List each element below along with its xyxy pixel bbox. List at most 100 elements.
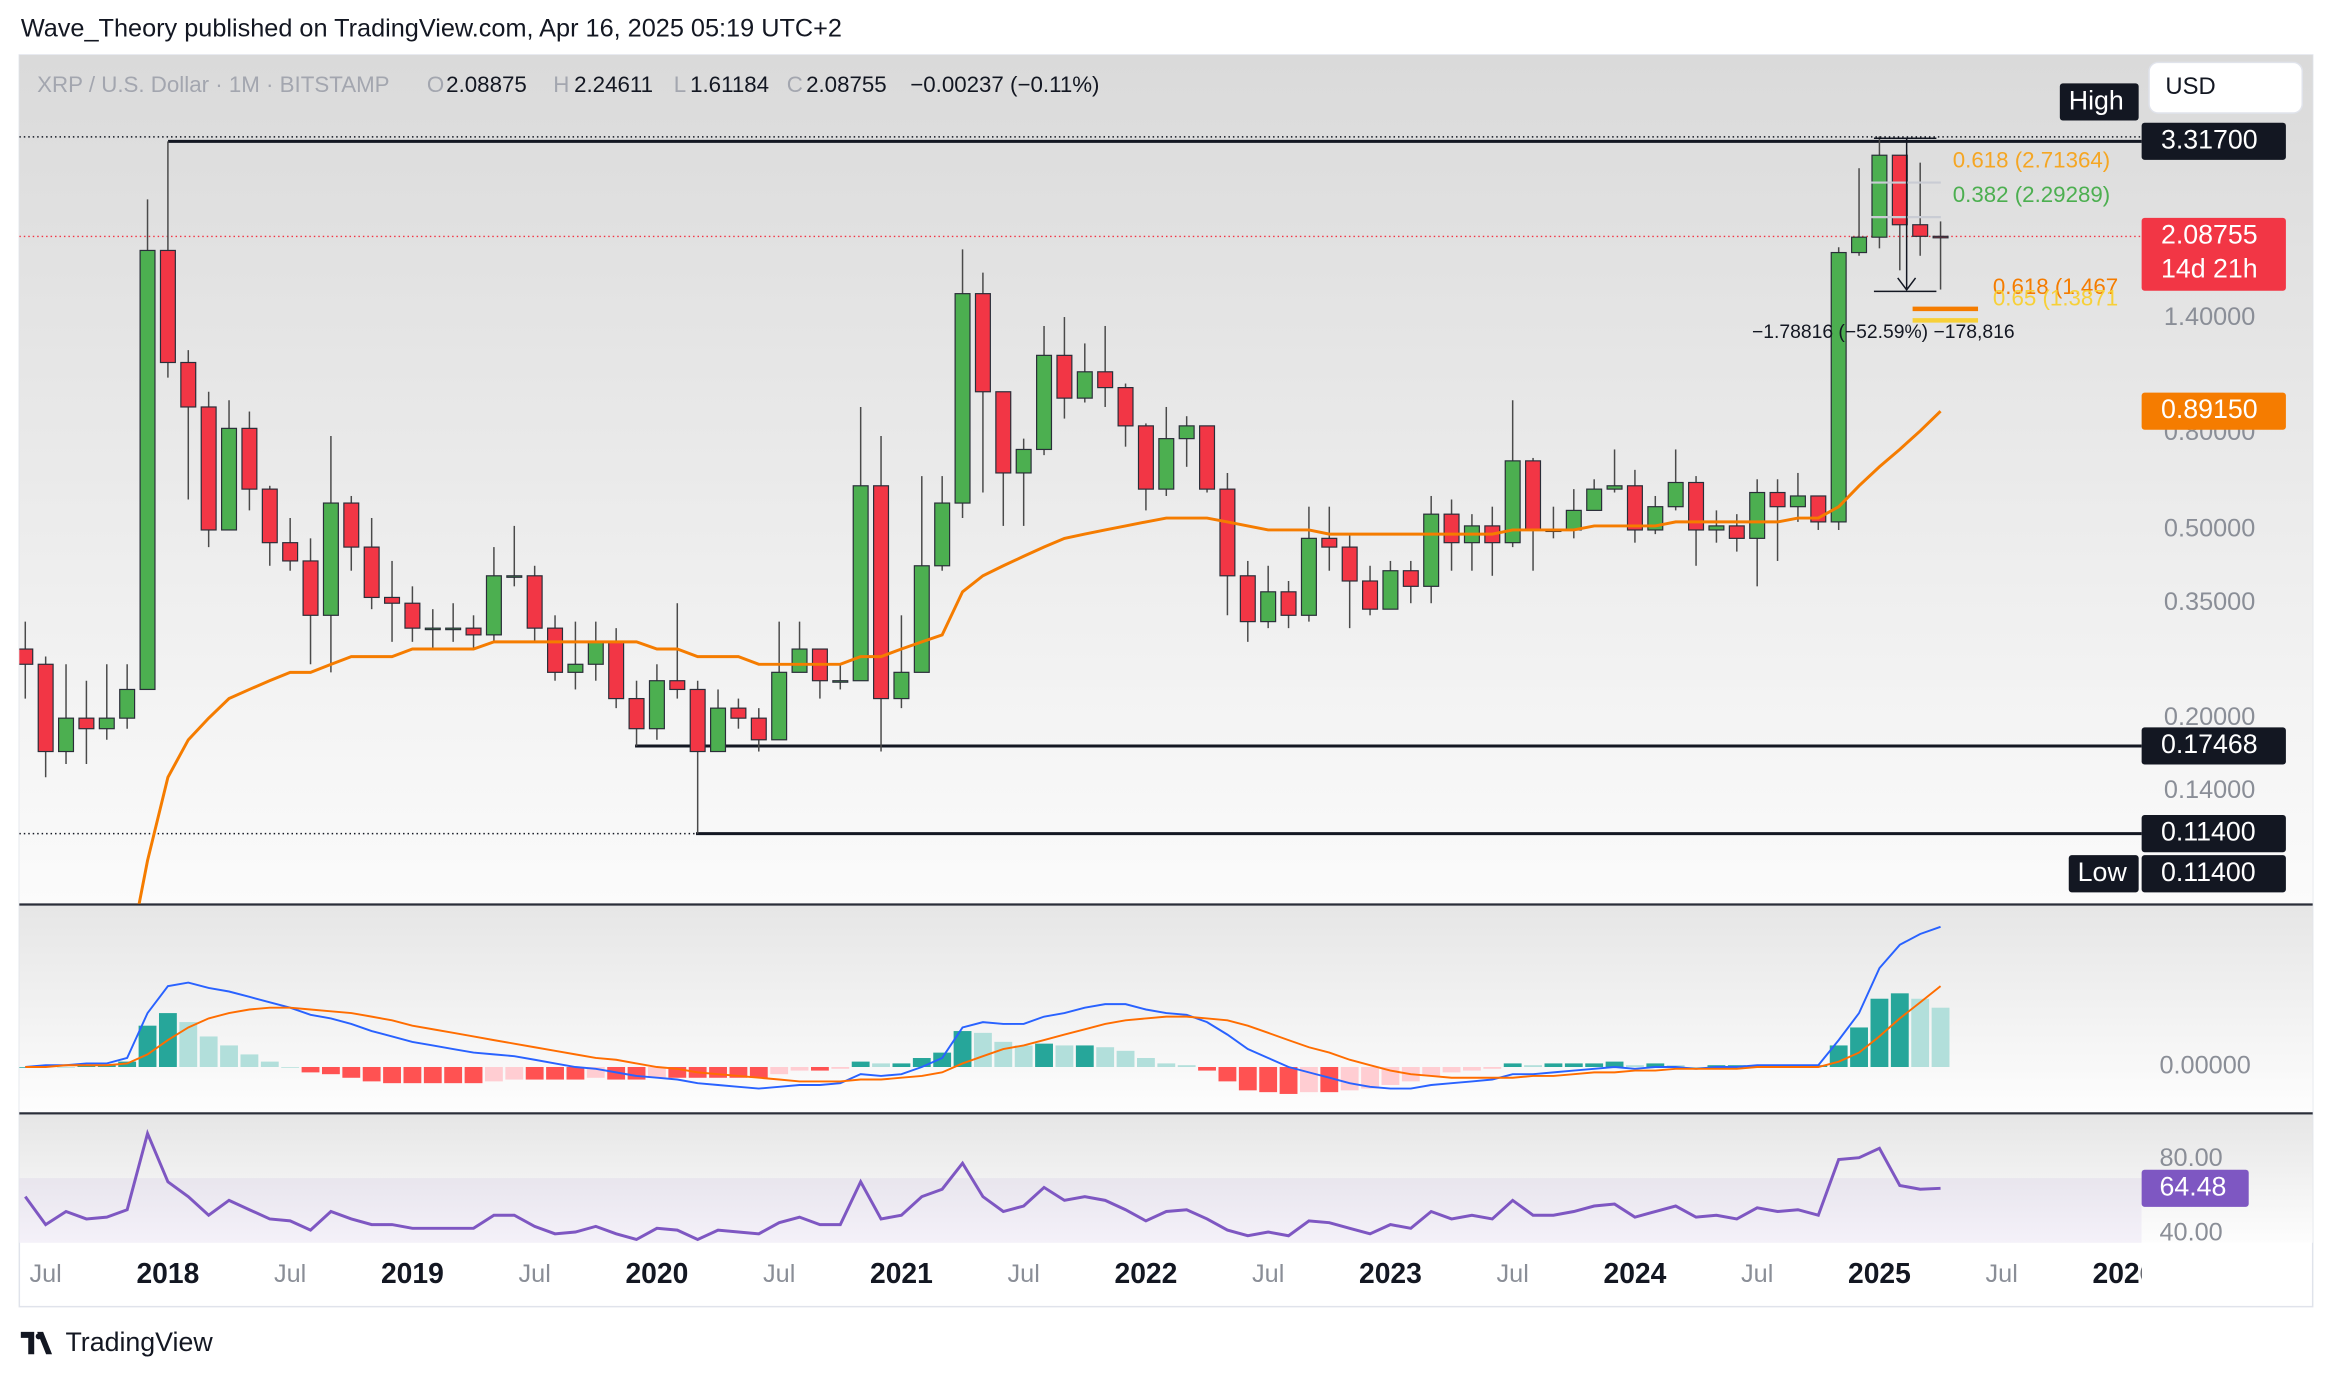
axes: 1.400000.800000.500000.350000.200000.140… [29, 83, 2286, 1289]
candle-body [1402, 570, 1419, 587]
fib-label: 0.382 (2.29289) [1953, 182, 2110, 207]
y-tick-label: 1.40000 [2164, 303, 2255, 331]
candle-body [1586, 488, 1603, 511]
macd-histogram-bar [1096, 1047, 1115, 1067]
candle-body [1708, 525, 1725, 531]
candle-body [241, 427, 258, 490]
macd-histogram-bar [1238, 1066, 1257, 1091]
macd-tick-label: 0.00000 [2159, 1052, 2250, 1080]
candle-body [1137, 425, 1154, 490]
candle-body [852, 485, 869, 682]
macd-histogram-bar [383, 1066, 401, 1084]
candle-body [1382, 570, 1399, 610]
macd-histogram-bar [281, 1066, 300, 1068]
macd-histogram-bar [1931, 1007, 1950, 1067]
candle-body [567, 663, 584, 673]
candle-body [1830, 251, 1847, 523]
macd-pane [19, 905, 2313, 1112]
x-tick-label: Jul [29, 1260, 61, 1288]
macd-histogram-bar [301, 1066, 320, 1073]
ema-line [137, 410, 1942, 904]
x-tick-label: 2026 [2092, 1257, 2155, 1289]
macd-histogram-bar [933, 1052, 952, 1067]
ohlc-value: 2.24611 [574, 72, 653, 97]
y-tick-label: 0.14000 [2164, 776, 2255, 804]
macd-histogram-bar [1259, 1066, 1278, 1093]
macd-histogram-bar [749, 1066, 768, 1078]
candle-body [1688, 481, 1705, 531]
candle-body [445, 627, 462, 631]
macd-histogram-bar [240, 1054, 259, 1067]
level-price-label: 0.17468 [2161, 729, 2258, 759]
macd-histogram-bar [1157, 1063, 1176, 1067]
candle-body [913, 565, 930, 673]
candle-body [608, 641, 625, 700]
macd-histogram-bar [912, 1058, 931, 1067]
candle-body [37, 663, 54, 753]
y-tick-label: 0.35000 [2164, 588, 2255, 616]
candle-body [1932, 235, 1949, 239]
low-tag-label: Low [2078, 857, 2128, 887]
macd-histogram-bar [1279, 1066, 1298, 1094]
rsi-line [24, 1128, 1941, 1242]
fib-label: 0.618 (1.467 [1993, 274, 2118, 299]
macd-line [25, 925, 1941, 1090]
rsi-tick-label: 80.00 [2159, 1144, 2222, 1172]
y-tick-label: 0.50000 [2164, 515, 2255, 543]
candle-body [1036, 354, 1053, 451]
macd-line [25, 985, 1942, 1083]
candle-body [1219, 488, 1236, 577]
macd-histogram-bar [464, 1066, 483, 1084]
candle-body [1891, 154, 1908, 226]
high-price-label: 3.31700 [2161, 124, 2258, 154]
currency-label[interactable]: USD [2165, 73, 2215, 100]
x-tick-label: 2018 [136, 1257, 199, 1289]
macd-histogram-bar [505, 1066, 524, 1080]
x-tick-label: Jul [1497, 1260, 1529, 1288]
macd-histogram-bar [199, 1036, 218, 1067]
candle-body [1362, 580, 1379, 610]
macd-histogram-bar [1850, 1027, 1868, 1067]
rsi-pane [19, 1114, 2313, 1243]
candle-body [1015, 448, 1032, 474]
candle-body [1912, 224, 1929, 237]
candle-body [1321, 537, 1338, 548]
macd-histogram-bar [1116, 1050, 1135, 1067]
candle-body [506, 575, 523, 578]
currency-button[interactable] [2148, 61, 2303, 114]
tradingview-logo [20, 1331, 53, 1355]
ohlc-letter: O [427, 72, 444, 97]
level-price-label: 0.11400 [2161, 817, 2256, 847]
macd-histogram-bar [810, 1066, 829, 1071]
macd-histogram-bar [953, 1031, 972, 1067]
candle-body [1199, 425, 1216, 490]
macd-histogram-bar [668, 1066, 687, 1078]
macd-histogram-bar [1483, 1066, 1502, 1069]
candle-body [1851, 236, 1868, 254]
macd-histogram-bar [484, 1066, 503, 1082]
ohlc-value: 2.08755 [806, 72, 887, 97]
macd-histogram-bar [770, 1066, 789, 1075]
ema-price-label: 0.89150 [2161, 394, 2258, 424]
macd-histogram-bar [586, 1066, 605, 1078]
candle-body [1117, 387, 1134, 427]
ohlc-letter: H [553, 72, 569, 97]
candle-body [1056, 354, 1073, 399]
x-tick-label: Jul [1008, 1260, 1040, 1288]
macd-histogram-bar [790, 1066, 809, 1071]
candle-body [343, 502, 360, 548]
candle-body [78, 717, 95, 730]
macd-histogram-bar [546, 1066, 564, 1080]
candle-body [261, 488, 278, 544]
candle-body [934, 502, 951, 567]
candle-body [1565, 509, 1582, 531]
macd-histogram-bar [1585, 1063, 1604, 1067]
macd-histogram-bar [872, 1063, 890, 1067]
y-tick-label: 0.20000 [2164, 703, 2255, 731]
macd-histogram-bar [138, 1025, 157, 1067]
candle-body [873, 485, 890, 700]
macd-histogram-bar [1055, 1045, 1074, 1067]
low-tag-box [2068, 855, 2139, 893]
x-tick-label: Jul [763, 1260, 795, 1288]
candle-body [1606, 485, 1623, 490]
